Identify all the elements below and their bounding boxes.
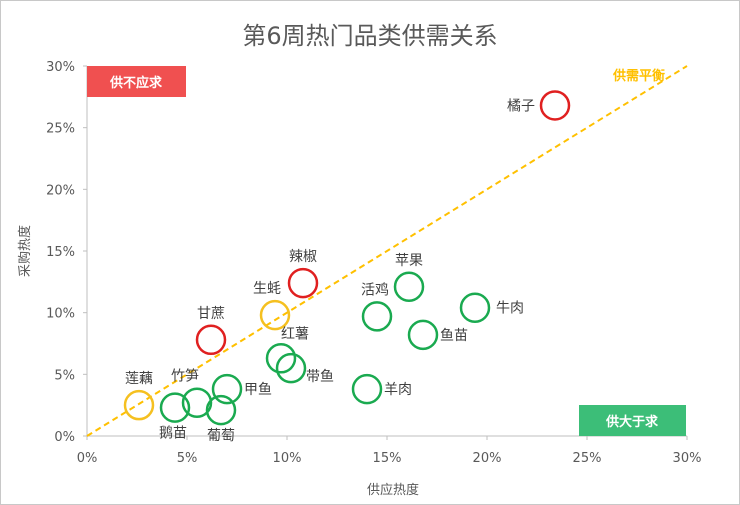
- data-point-label: 甲鱼: [244, 381, 272, 398]
- data-point: [459, 292, 491, 323]
- data-point-label: 葡萄: [207, 428, 235, 444]
- y-axis-label: 采购热度: [17, 225, 33, 277]
- data-point-label: 羊肉: [384, 382, 412, 398]
- x-tick-label: 15%: [373, 451, 402, 466]
- data-point-label: 鱼苗: [440, 327, 468, 344]
- balance-line: [86, 65, 688, 437]
- data-point: [259, 299, 291, 331]
- data-point: [159, 392, 191, 423]
- data-point-label: 莲藕: [125, 371, 153, 387]
- data-point-label: 辣椒: [289, 249, 317, 265]
- data-point-label: 带鱼: [306, 368, 334, 385]
- x-tick-label: 10%: [273, 451, 302, 466]
- x-tick-label: 30%: [673, 451, 702, 466]
- data-point: [275, 352, 307, 384]
- data-point: [407, 319, 439, 351]
- data-point: [195, 324, 227, 356]
- y-tick-label: 0%: [54, 430, 75, 445]
- shortage-region-label: 供不应求: [109, 75, 163, 91]
- data-point: [205, 394, 237, 426]
- y-tick-label: 5%: [54, 368, 75, 383]
- data-point-label: 红薯: [281, 326, 309, 342]
- data-point: [393, 271, 425, 303]
- data-point: [181, 387, 213, 418]
- data-point: [361, 301, 393, 332]
- data-point-label: 橘子: [507, 98, 535, 114]
- data-point: [351, 373, 383, 405]
- x-axis-label: 供应热度: [367, 482, 419, 498]
- y-tick-label: 25%: [46, 122, 75, 137]
- data-point-label: 竹笋: [171, 368, 199, 385]
- data-point: [211, 373, 243, 405]
- data-point: [265, 343, 297, 374]
- data-point-label: 甘蔗: [197, 306, 225, 322]
- x-tick-label: 20%: [473, 451, 502, 466]
- data-point-label: 生蚝: [253, 281, 281, 297]
- data-point: [287, 267, 319, 299]
- data-point-label: 苹果: [395, 253, 423, 269]
- x-tick-label: 25%: [573, 451, 602, 466]
- chart-title: 第6周热门品类供需关系: [242, 22, 497, 50]
- data-point: [539, 90, 571, 121]
- balance-line-group: 供需平衡: [86, 65, 688, 437]
- y-tick-label: 10%: [46, 307, 75, 322]
- data-point-label: 牛肉: [496, 301, 524, 317]
- balance-line-label: 供需平衡: [612, 68, 665, 84]
- surplus-region-label: 供大于求: [605, 414, 659, 430]
- y-tick-label: 15%: [46, 245, 75, 260]
- y-tick-label: 30%: [46, 60, 75, 75]
- shortage-region-box: [87, 66, 186, 97]
- data-point-label: 鹅苗: [159, 425, 187, 442]
- data-point: [123, 389, 155, 421]
- x-tick-label: 5%: [177, 451, 198, 466]
- y-tick-label: 20%: [46, 183, 75, 198]
- x-tick-label: 0%: [77, 451, 98, 466]
- surplus-region-box: [579, 405, 686, 436]
- data-point-label: 活鸡: [361, 281, 389, 298]
